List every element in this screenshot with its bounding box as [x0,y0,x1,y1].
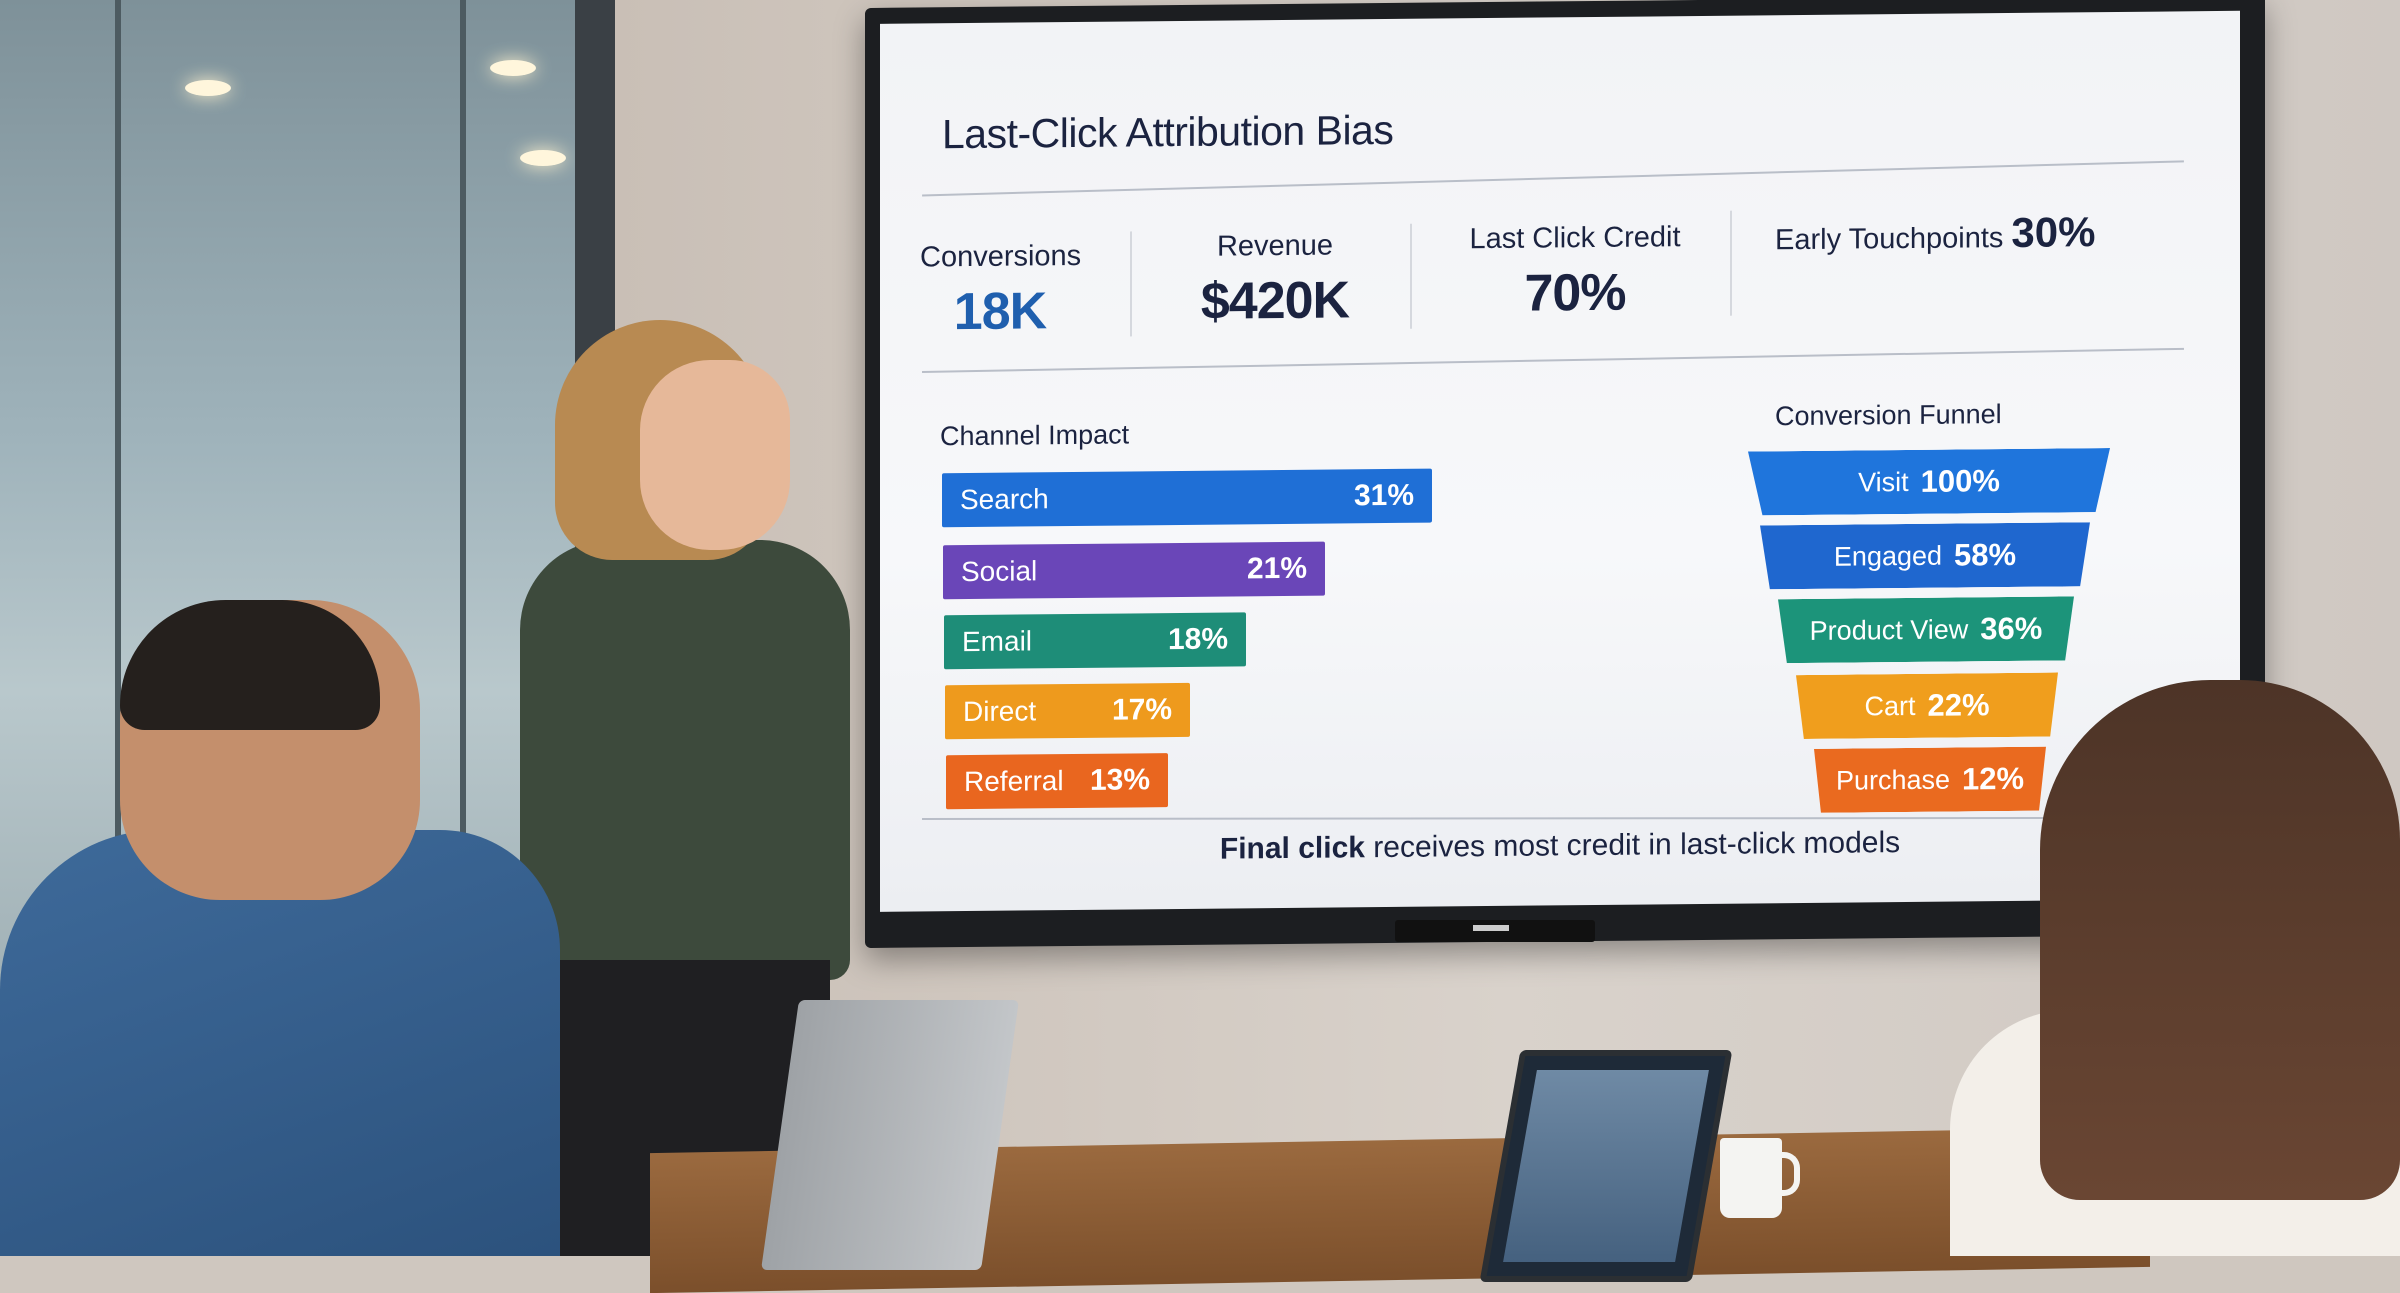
kpi-label: Last Click Credit [1469,221,1681,256]
ceiling-light [185,80,231,96]
funnel-step-purchase: Purchase 12% [1814,747,2046,813]
kpi-divider [1730,210,1732,316]
channel-impact-chart: Search 31% Social 21% Email 18% Direct 1… [880,11,2240,810]
bar-direct: Direct 17% [945,682,1190,740]
kpi-label: Conversions [920,239,1082,274]
funnel-value: 12% [1962,760,2025,797]
window-mullion [115,0,121,1256]
funnel-step-cart: Cart 22% [1796,673,2058,740]
kpi-value: 30% [2011,208,2096,256]
funnel-label: Cart [1864,690,1916,721]
divider [922,347,2184,373]
kpi-label: Early Touchpoints [1775,222,2004,257]
funnel-value: 22% [1927,687,1990,723]
ceiling-light [490,60,536,76]
coffee-mug [1720,1138,1800,1218]
funnel-step-product-view: Product View 36% [1778,596,2074,663]
bar-label: Social [961,555,1038,588]
bar-value: 31% [1353,478,1414,513]
dashboard-title: Last-Click Attribution Bias [942,106,1394,158]
funnel-step-engaged: Engaged 58% [1760,522,2090,589]
kpi-last-click-credit: Last Click Credit 70% [1460,221,1690,324]
bar-search: Search 31% [942,468,1432,528]
laptop [761,1000,1019,1270]
ceiling-light [520,150,566,166]
dashboard-screen: Last-Click Attribution Bias Conversions … [880,10,2240,912]
bar-label: Direct [963,695,1037,728]
funnel-label: Product View [1809,613,1969,646]
funnel-label: Purchase [1835,764,1951,796]
conversion-funnel-title: Conversion Funnel [1775,399,2002,432]
presenter-shirt [520,540,850,980]
bar-social: Social 21% [943,541,1325,600]
kpi-divider [1410,223,1412,329]
funnel-label: Visit [1858,466,1909,497]
funnel-value: 58% [1954,536,2017,573]
bar-value: 18% [1167,622,1228,657]
bar-label: Referral [964,765,1064,798]
presenter-face [640,360,790,550]
dashboard-footer-note: Final click receives most credit in last… [880,823,2240,870]
footer-emphasis: Final click [1219,831,1365,866]
funnel-label: Engaged [1833,540,1943,572]
seated-man-hair [120,600,380,730]
conversion-funnel-chart: Visit 100% Engaged 58% Product View 36% Car… [880,11,2240,24]
tv-soundbar [1395,920,1595,942]
bar-label: Email [962,625,1033,658]
seated-woman-hair [2040,680,2400,1200]
bar-value: 13% [1089,763,1150,797]
bar-value: 21% [1246,551,1307,586]
divider [922,160,2184,197]
kpi-early-touchpoints: Early Touchpoints 30% [1775,208,2095,259]
kpi-conversions: Conversions 18K [920,239,1082,343]
kpi-divider [1130,231,1132,337]
footer-text: receives most credit in last-click model… [1373,826,1901,865]
window-mullion [460,0,466,1256]
laptop-screen [1479,1050,1733,1282]
bar-email: Email 18% [944,612,1246,670]
funnel-step-visit: Visit 100% [1748,448,2110,515]
office-scene: Last-Click Attribution Bias Conversions … [0,0,2400,1256]
kpi-label: Revenue [1216,229,1334,263]
bar-label: Search [960,483,1049,516]
bar-value: 17% [1111,693,1172,727]
kpi-value: 18K [953,282,1047,342]
funnel-value: 100% [1920,463,2000,499]
channel-impact-title: Channel Impact [940,419,1130,452]
kpi-revenue: Revenue $420K [1180,229,1370,332]
funnel-value: 36% [1980,610,2043,647]
seated-man-shirt [0,830,560,1256]
bar-referral: Referral 13% [946,753,1168,810]
kpi-value: 70% [1524,263,1626,323]
kpi-value: $420K [1200,271,1350,331]
divider [922,816,2184,820]
